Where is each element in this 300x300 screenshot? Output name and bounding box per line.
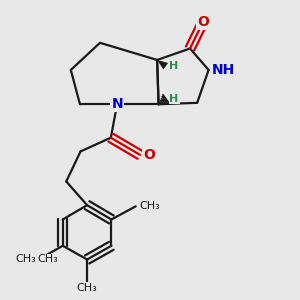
Text: CH₃: CH₃ [16,254,36,265]
Text: O: O [197,15,209,29]
Text: N: N [111,97,123,111]
Text: CH₃: CH₃ [139,201,160,211]
Text: NH: NH [212,63,235,77]
Text: O: O [143,148,155,162]
Text: H: H [169,94,179,103]
Text: CH₃: CH₃ [37,254,58,265]
Text: CH₃: CH₃ [77,283,98,293]
Text: H: H [169,61,178,71]
Polygon shape [157,60,168,70]
